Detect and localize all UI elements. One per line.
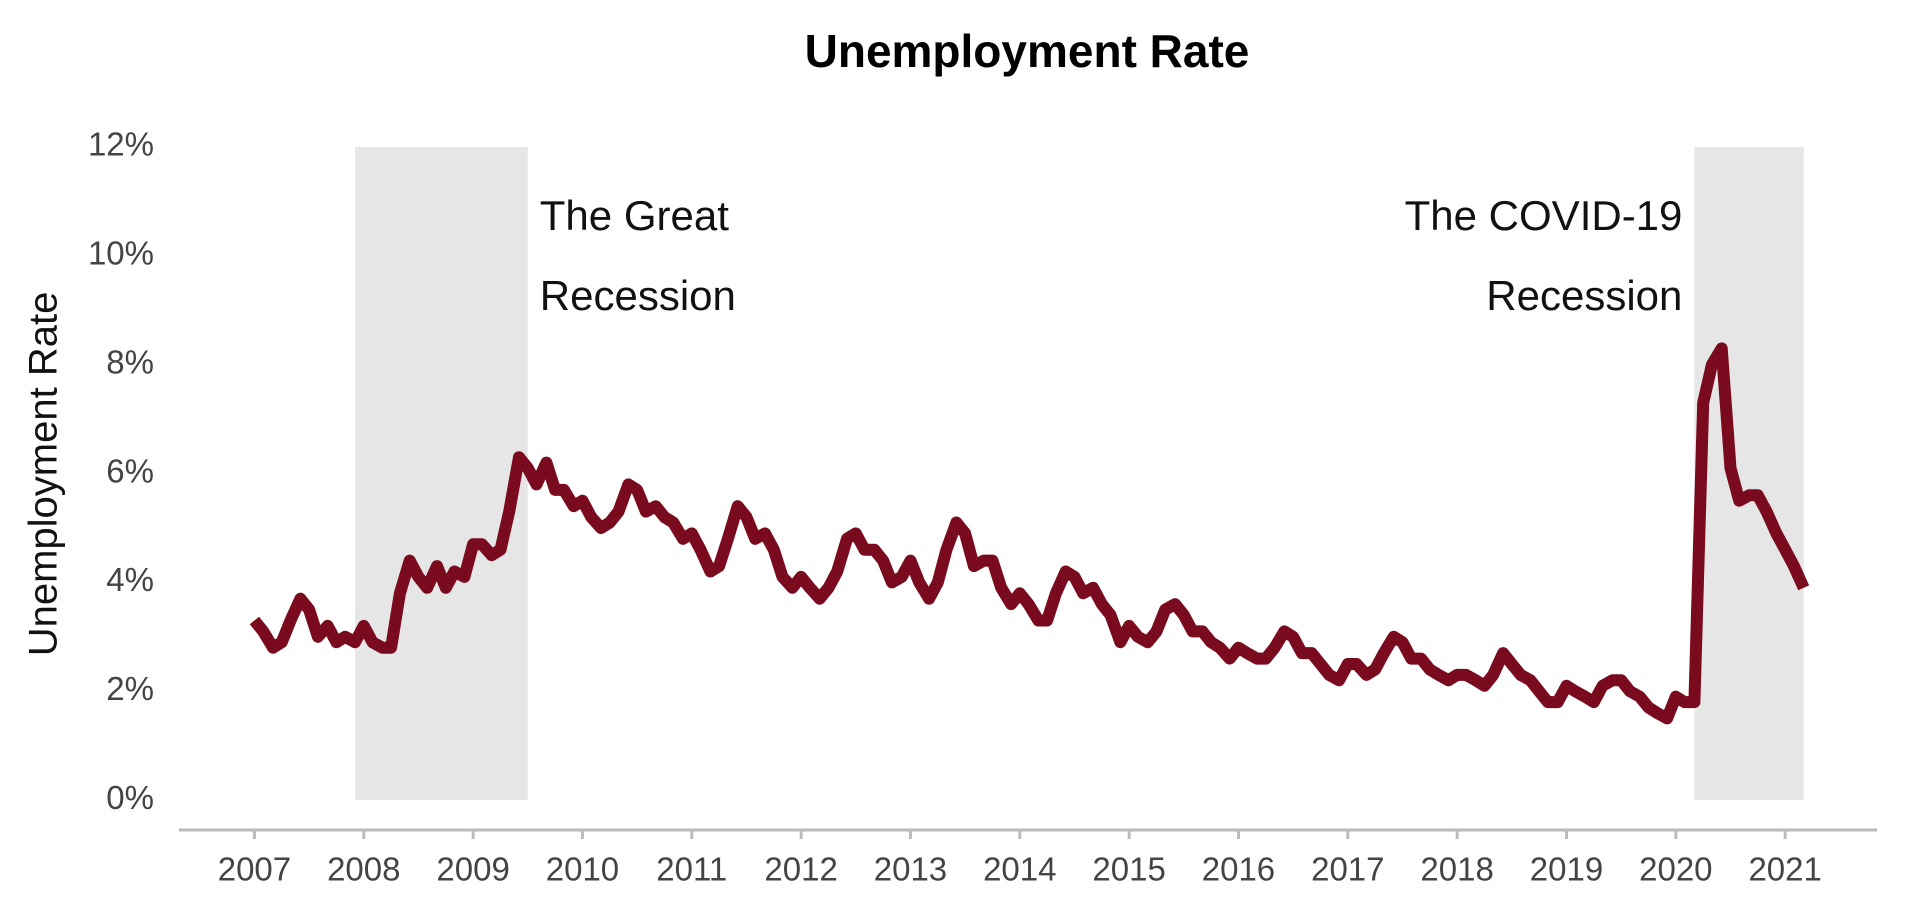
shaded-region [355, 147, 528, 801]
y-axis-title: Unemployment Rate [22, 292, 66, 657]
y-tick-label: 8% [106, 343, 154, 380]
x-tick-label: 2015 [1092, 851, 1165, 888]
x-tick-label: 2014 [983, 851, 1056, 888]
chart-title: Unemployment Rate [805, 25, 1250, 77]
y-tick-label: 0% [106, 779, 154, 816]
x-tick-label: 2008 [327, 851, 400, 888]
x-tick-label: 2012 [764, 851, 837, 888]
x-tick-label: 2010 [546, 851, 619, 888]
x-tick-label: 2013 [874, 851, 947, 888]
x-tick-label: 2020 [1639, 851, 1712, 888]
x-tick-label: 2019 [1530, 851, 1603, 888]
x-tick-label: 2017 [1311, 851, 1384, 888]
y-tick-label: 2% [106, 670, 154, 707]
annotation: Recession [540, 272, 736, 319]
x-tick-label: 2016 [1202, 851, 1275, 888]
annotation: The Great [540, 192, 729, 239]
x-tick-label: 2009 [436, 851, 509, 888]
x-tick-label: 2018 [1420, 851, 1493, 888]
line [249, 342, 1810, 725]
x-tick-label: 2021 [1748, 851, 1821, 888]
x-tick-label: 2011 [656, 851, 727, 888]
y-tick-label: 4% [106, 561, 154, 598]
x-tick-label: 2007 [218, 851, 291, 888]
annotation: Recession [1486, 272, 1682, 319]
y-tick-label: 6% [106, 452, 154, 489]
y-tick-label: 12% [88, 126, 154, 163]
shaded-region [1694, 147, 1804, 801]
y-tick-label: 10% [88, 235, 154, 272]
annotation: The COVID-19 [1405, 192, 1683, 239]
